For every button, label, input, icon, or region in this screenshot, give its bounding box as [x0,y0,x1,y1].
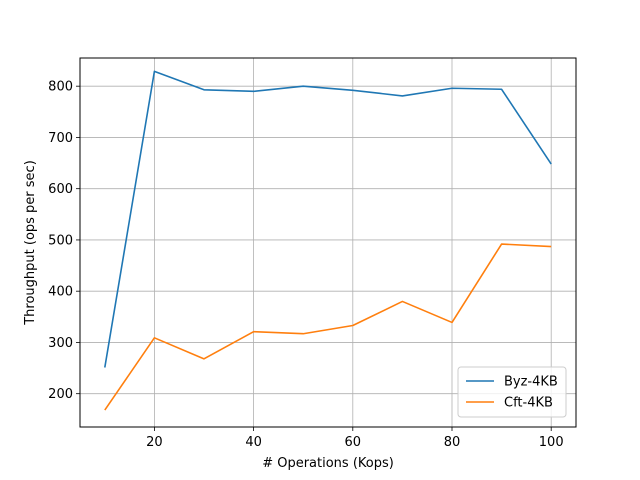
y-tick-label: 400 [48,285,73,300]
x-tick-label: 20 [146,435,163,450]
series-line-1 [104,70,552,368]
x-tick-label: 40 [245,435,262,450]
series-line-2 [104,243,552,411]
y-tick-label: 800 [48,80,73,95]
legend-label: Byz-4KB [504,375,558,390]
y-tick-label: 300 [48,336,73,351]
y-axis-label: Throughput (ops per sec) [23,160,38,326]
grid-layer [80,58,576,427]
x-tick-label: 100 [539,435,564,450]
y-tick-label: 700 [48,131,73,146]
legend-box [457,366,567,418]
y-tick-label: 600 [48,182,73,197]
tick-layer: 20 40 60 80 100 200 300 400 500 600 700 800 [48,80,563,450]
x-tick-label: 80 [444,435,461,450]
legend-label: Cft-4KB [504,396,553,411]
x-tick-label: 60 [345,435,362,450]
series-layer [104,70,552,411]
y-tick-label: 500 [48,233,73,248]
legend: Byz-4KB Cft-4KB [457,366,567,418]
plot-frame [79,57,577,428]
y-tick-label: 200 [48,387,73,402]
x-axis-label: # Operations (Kops) [262,456,394,471]
